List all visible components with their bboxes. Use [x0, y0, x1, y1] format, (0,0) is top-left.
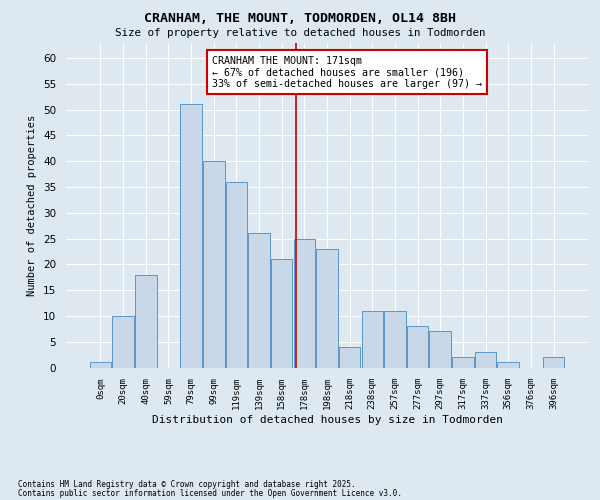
X-axis label: Distribution of detached houses by size in Todmorden: Distribution of detached houses by size …	[151, 415, 503, 425]
Bar	[271, 259, 292, 368]
Bar	[112, 316, 134, 368]
Bar	[226, 182, 247, 368]
Bar	[407, 326, 428, 368]
Bar	[497, 362, 519, 368]
Bar	[452, 357, 473, 368]
Y-axis label: Number of detached properties: Number of detached properties	[28, 114, 37, 296]
Bar	[90, 362, 111, 368]
Text: CRANHAM, THE MOUNT, TODMORDEN, OL14 8BH: CRANHAM, THE MOUNT, TODMORDEN, OL14 8BH	[144, 12, 456, 26]
Bar	[203, 161, 224, 368]
Bar	[543, 357, 564, 368]
Text: Contains HM Land Registry data © Crown copyright and database right 2025.: Contains HM Land Registry data © Crown c…	[18, 480, 356, 489]
Bar	[181, 104, 202, 368]
Bar	[362, 311, 383, 368]
Bar	[475, 352, 496, 368]
Bar	[316, 249, 338, 368]
Bar	[430, 332, 451, 368]
Bar	[135, 274, 157, 368]
Text: CRANHAM THE MOUNT: 171sqm
← 67% of detached houses are smaller (196)
33% of semi: CRANHAM THE MOUNT: 171sqm ← 67% of detac…	[212, 56, 482, 88]
Bar	[339, 347, 361, 368]
Bar	[384, 311, 406, 368]
Text: Contains public sector information licensed under the Open Government Licence v3: Contains public sector information licen…	[18, 488, 402, 498]
Bar	[248, 234, 270, 368]
Text: Size of property relative to detached houses in Todmorden: Size of property relative to detached ho…	[115, 28, 485, 38]
Bar	[293, 238, 315, 368]
